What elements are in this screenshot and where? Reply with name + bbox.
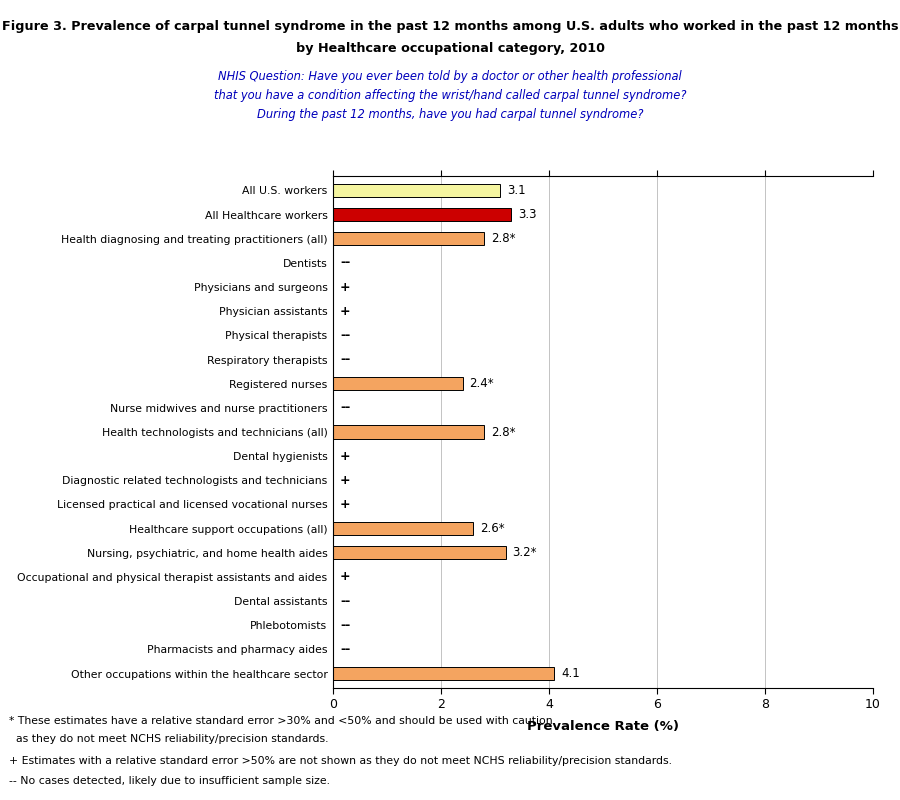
Text: +: + [340,450,351,462]
Text: --: -- [340,643,350,656]
Text: 2.8*: 2.8* [491,426,515,438]
Text: 2.8*: 2.8* [491,232,515,246]
Text: +: + [340,305,351,318]
Text: as they do not meet NCHS reliability/precision standards.: as they do not meet NCHS reliability/pre… [9,734,328,744]
Text: 3.2*: 3.2* [512,546,536,559]
Text: 3.1: 3.1 [507,184,526,197]
Text: 3.3: 3.3 [518,208,536,221]
Text: -- No cases detected, likely due to insufficient sample size.: -- No cases detected, likely due to insu… [9,776,330,786]
Text: NHIS Question: Have you ever been told by a doctor or other health professional
: NHIS Question: Have you ever been told b… [214,70,686,122]
Text: --: -- [340,353,350,366]
Bar [333,426,484,438]
Text: --: -- [340,594,350,607]
Text: +: + [340,474,351,487]
Text: --: -- [340,257,350,270]
Bar [333,667,554,680]
X-axis label: Prevalence Rate (%): Prevalence Rate (%) [527,720,679,733]
Bar [333,232,484,246]
Text: --: -- [340,618,350,632]
Text: --: -- [340,402,350,414]
Text: * These estimates have a relative standard error >30% and <50% and should be use: * These estimates have a relative standa… [9,716,553,726]
Text: +: + [340,498,351,511]
Text: Figure 3. Prevalence of carpal tunnel syndrome in the past 12 months among U.S. : Figure 3. Prevalence of carpal tunnel sy… [2,20,898,33]
Bar [333,184,500,197]
Text: 4.1: 4.1 [561,667,580,680]
Bar [333,546,506,559]
Bar [333,522,473,535]
Text: +: + [340,570,351,583]
Text: by Healthcare occupational category, 2010: by Healthcare occupational category, 201… [295,42,605,54]
Bar [333,377,463,390]
Bar [333,208,511,222]
Text: 2.4*: 2.4* [469,377,494,390]
Text: --: -- [340,329,350,342]
Text: + Estimates with a relative standard error >50% are not shown as they do not mee: + Estimates with a relative standard err… [9,756,672,766]
Text: +: + [340,281,351,294]
Text: 2.6*: 2.6* [480,522,505,535]
